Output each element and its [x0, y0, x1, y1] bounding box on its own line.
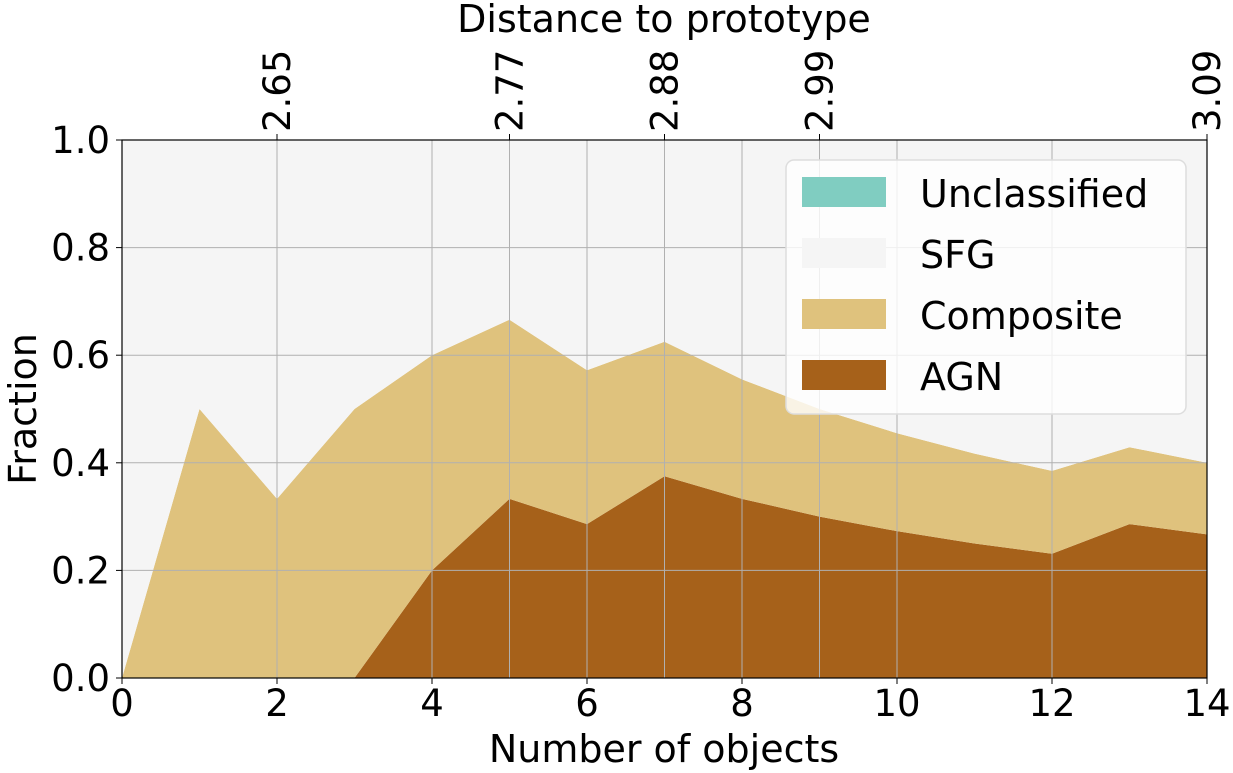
x-ticks: 0 2 4 6 8 10 12 14	[110, 678, 1231, 725]
legend-label-sfg: SFG	[920, 233, 995, 277]
x-axis-label: Number of objects	[489, 727, 839, 771]
top-tick-label: 2.88	[644, 50, 687, 132]
top-tick-label: 2.99	[799, 50, 842, 132]
y-axis-label: Fraction	[1, 333, 45, 485]
top-tick-label: 2.65	[256, 50, 299, 132]
y-tick-label: 0.8	[51, 227, 110, 270]
legend-label-composite: Composite	[920, 294, 1123, 338]
top-tick-label: 3.09	[1186, 50, 1229, 132]
y-tick-label: 0.2	[51, 549, 110, 592]
y-tick-label: 1.0	[51, 119, 110, 162]
y-tick-label: 0.0	[51, 657, 110, 700]
x-tick-label: 10	[873, 682, 920, 725]
legend-swatch-unclassified	[802, 177, 886, 207]
top-tick-label: 2.77	[489, 50, 532, 132]
x-tick-label: 12	[1028, 682, 1075, 725]
top-axis-label: Distance to prototype	[457, 0, 871, 41]
x-tick-label: 4	[420, 682, 444, 725]
x-tick-label: 6	[575, 682, 599, 725]
y-ticks: 0.0 0.2 0.4 0.6 0.8 1.0	[51, 119, 122, 700]
legend-label-agn: AGN	[920, 355, 1003, 399]
legend-swatch-sfg	[802, 238, 886, 268]
y-tick-label: 0.6	[51, 334, 110, 377]
area-composite	[122, 319, 1207, 678]
x-tick-label: 14	[1183, 682, 1230, 725]
x-tick-label: 0	[110, 682, 134, 725]
x-tick-label: 2	[265, 682, 289, 725]
legend-swatch-agn	[802, 360, 886, 390]
legend: Unclassified SFG Composite AGN	[785, 159, 1187, 415]
y-tick-label: 0.4	[51, 442, 110, 485]
legend-swatch-composite	[802, 299, 886, 329]
top-ticks: 2.65 2.77 2.88 2.99 3.09	[256, 50, 1229, 140]
legend-label-unclassified: Unclassified	[920, 172, 1148, 216]
x-tick-label: 8	[730, 682, 754, 725]
